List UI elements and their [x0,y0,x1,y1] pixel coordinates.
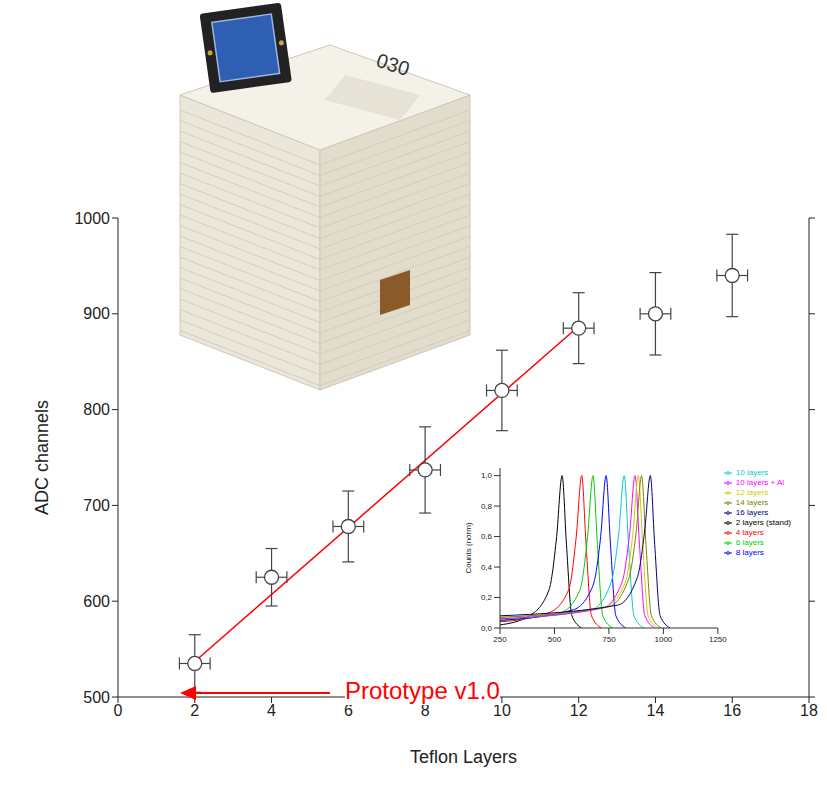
svg-text:12: 12 [570,702,588,719]
svg-text:500: 500 [83,689,110,706]
svg-text:500: 500 [548,635,562,644]
svg-text:18: 18 [800,702,818,719]
svg-text:1,0: 1,0 [481,471,493,480]
html-text:12 layers: 12 layers [735,488,769,497]
html-text:Prototype v1.0: Prototype v1.0 [345,677,500,704]
svg-text:0: 0 [114,702,123,719]
svg-text:1000: 1000 [74,210,110,227]
html-text:10 layers + Al: 10 layers + Al [735,478,785,487]
svg-text:900: 900 [83,305,110,322]
svg-text:1250: 1250 [709,635,727,644]
svg-text:600: 600 [83,593,110,610]
svg-text:2: 2 [190,702,199,719]
svg-text:6: 6 [343,702,353,720]
html-text:16 layers: 16 layers [735,508,769,517]
svg-text:700: 700 [83,497,110,514]
svg-text:800: 800 [83,401,110,418]
svg-text:250: 250 [493,635,507,644]
svg-text:0,8: 0,8 [481,502,493,511]
svg-text:8: 8 [420,702,430,720]
svg-text:16: 16 [723,702,741,719]
svg-text:030: 030 [374,49,413,80]
svg-text:0,6: 0,6 [481,532,493,541]
svg-text:1000: 1000 [654,635,672,644]
svg-text:0,0: 0,0 [481,624,493,633]
html-text:8 layers: 8 layers [735,548,764,557]
svg-text:750: 750 [602,635,616,644]
html-text:4 layers: 4 layers [735,528,764,537]
html-text:6 layers: 6 layers [735,538,764,547]
html-text:14 layers: 14 layers [735,498,769,507]
svg-text:0,4: 0,4 [481,563,493,572]
svg-text:10: 10 [493,702,511,720]
svg-text:ADC channels: ADC channels [32,400,52,515]
svg-text:0,2: 0,2 [481,593,493,602]
html-text:2 layers (stand): 2 layers (stand) [735,518,791,527]
svg-text:Teflon Layers: Teflon Layers [410,747,517,767]
svg-text:Counts (norm): Counts (norm) [464,522,473,573]
html-text:10 layers: 10 layers [735,468,769,477]
svg-text:14: 14 [647,702,665,719]
svg-text:4: 4 [267,702,276,719]
